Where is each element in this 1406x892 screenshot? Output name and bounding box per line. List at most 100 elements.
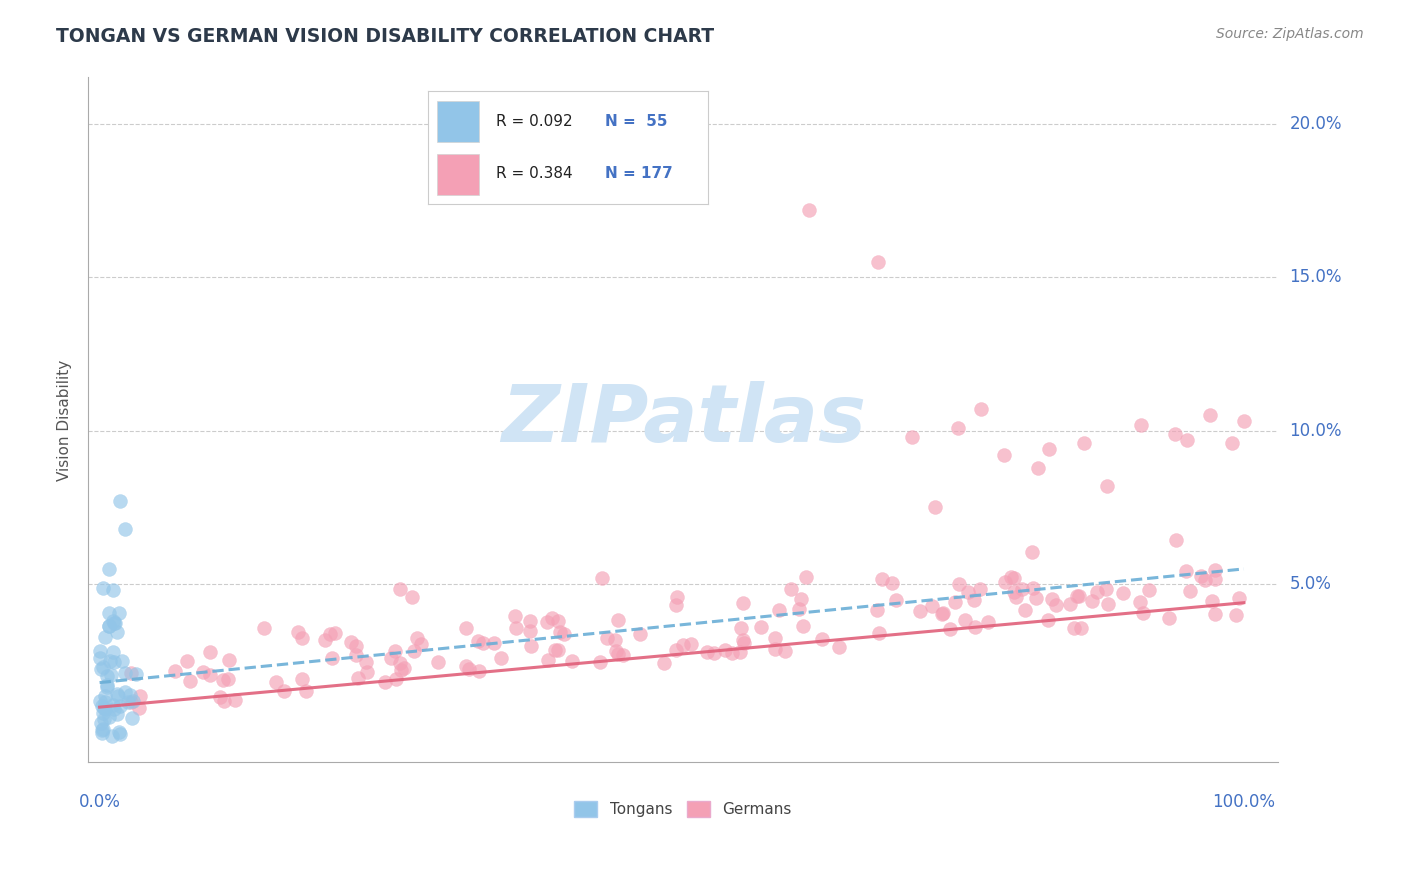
Point xyxy=(91,723,114,737)
Point xyxy=(505,621,527,635)
Point xyxy=(402,644,425,658)
Point xyxy=(969,582,991,597)
Point xyxy=(97,606,120,620)
Point xyxy=(323,626,346,640)
Point xyxy=(1005,590,1028,604)
Point xyxy=(1025,591,1047,605)
Point xyxy=(128,701,150,715)
Point xyxy=(1180,584,1202,599)
Point xyxy=(354,656,377,670)
Point xyxy=(751,620,773,634)
Point xyxy=(100,667,122,681)
Point xyxy=(792,619,814,633)
Point xyxy=(1063,621,1085,635)
Point xyxy=(339,634,361,648)
Text: 10.0%: 10.0% xyxy=(1289,422,1341,440)
Point xyxy=(107,690,129,704)
Point xyxy=(120,695,142,709)
Point xyxy=(908,604,931,618)
Point xyxy=(977,615,1000,629)
Point xyxy=(108,698,131,713)
Point xyxy=(1157,611,1180,625)
Point xyxy=(1164,533,1187,547)
Point xyxy=(1036,613,1059,627)
Point xyxy=(193,665,215,679)
Point xyxy=(472,635,495,649)
Point xyxy=(214,694,236,708)
Point xyxy=(953,613,976,627)
Point xyxy=(1198,409,1220,423)
Point xyxy=(665,591,688,605)
Text: ZIPatlas: ZIPatlas xyxy=(501,381,866,459)
Point xyxy=(1129,595,1152,609)
Point xyxy=(103,615,125,630)
Point xyxy=(104,615,127,630)
Point xyxy=(1000,570,1022,584)
Point xyxy=(179,673,201,688)
Point xyxy=(1095,479,1118,493)
Point xyxy=(374,675,396,690)
Point xyxy=(789,601,811,615)
Point xyxy=(811,632,834,646)
Point xyxy=(212,673,235,688)
Point xyxy=(603,632,626,647)
Point xyxy=(101,698,124,712)
Point xyxy=(866,603,889,617)
Point xyxy=(347,671,370,685)
Legend: Tongans, Germans: Tongans, Germans xyxy=(568,795,799,823)
Point xyxy=(91,659,114,673)
Point xyxy=(482,636,505,650)
Text: 15.0%: 15.0% xyxy=(1289,268,1341,286)
Point xyxy=(101,729,124,743)
Point xyxy=(295,683,318,698)
Point xyxy=(287,625,309,640)
Point xyxy=(103,655,125,669)
Point xyxy=(1129,417,1152,432)
Point xyxy=(1021,545,1043,559)
Point xyxy=(957,584,980,599)
Point xyxy=(98,618,121,632)
Point xyxy=(612,648,634,663)
Point xyxy=(93,706,115,720)
Point xyxy=(606,647,628,661)
Point xyxy=(730,621,752,635)
Point xyxy=(1112,586,1135,600)
Point xyxy=(388,656,411,670)
Point xyxy=(96,680,118,694)
Text: 0.0%: 0.0% xyxy=(79,793,121,811)
Point xyxy=(406,632,429,646)
Point xyxy=(1011,582,1033,596)
Point xyxy=(520,640,543,654)
Point xyxy=(314,632,336,647)
Point xyxy=(547,614,569,628)
Point xyxy=(884,593,907,607)
Point xyxy=(1204,572,1226,586)
Point xyxy=(541,611,564,625)
Point xyxy=(467,634,489,648)
Point xyxy=(1189,569,1212,583)
Point xyxy=(868,626,890,640)
Point xyxy=(100,654,122,668)
Point xyxy=(537,653,560,667)
Point xyxy=(264,674,287,689)
Point xyxy=(924,500,946,515)
Point xyxy=(994,575,1017,590)
Point xyxy=(1067,590,1090,604)
Point xyxy=(93,712,115,726)
Point xyxy=(103,702,125,716)
Point xyxy=(1164,426,1187,441)
Point xyxy=(939,622,962,636)
Point xyxy=(703,646,725,660)
Point xyxy=(882,575,904,590)
Point xyxy=(921,599,943,614)
Point xyxy=(1045,598,1067,612)
Point xyxy=(1080,594,1102,608)
Point xyxy=(93,630,115,644)
Point xyxy=(652,656,675,670)
Point xyxy=(118,688,141,702)
Point xyxy=(589,655,612,669)
Point xyxy=(1026,460,1049,475)
Point xyxy=(91,726,114,740)
Point xyxy=(121,711,143,725)
Point xyxy=(870,572,893,586)
